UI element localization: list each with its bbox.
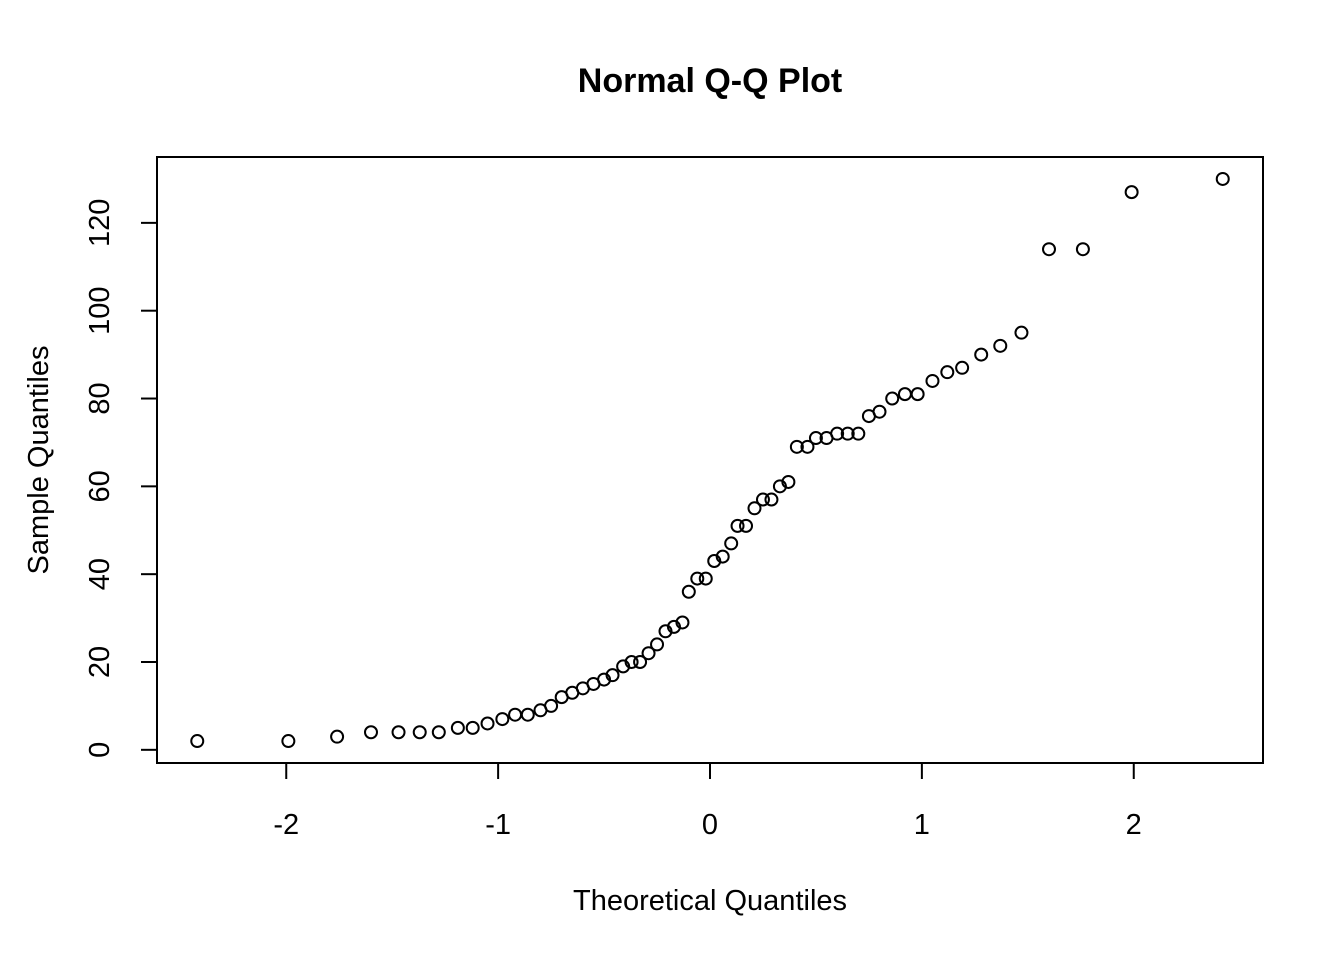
data-point [940,365,955,380]
data-point [1014,325,1029,340]
x-tick-label: -2 [273,809,299,841]
data-point [681,584,696,599]
data-point [730,518,745,533]
data-point [715,549,730,564]
data-point [281,734,296,749]
data-point [747,501,762,516]
x-tick-label: 1 [914,809,930,841]
chart-title: Normal Q-Q Plot [578,62,842,100]
x-tick-label: 0 [702,809,718,841]
data-point [897,387,912,402]
data-point [190,734,205,749]
data-point [781,474,796,489]
data-point [363,725,378,740]
data-point [910,387,925,402]
data-point [412,725,427,740]
data-point [851,426,866,441]
x-tick-label: -1 [485,809,511,841]
data-point [495,712,510,727]
y-tick-label: 120 [84,199,116,247]
y-axis-label: Sample Quantiles [23,346,55,575]
y-tick-label: 60 [84,470,116,502]
data-point [605,668,620,683]
data-point [450,720,465,735]
data-point [431,725,446,740]
data-point [330,729,345,744]
y-tick-label: 20 [84,646,116,678]
data-points [190,171,1230,749]
data-point [624,655,639,669]
data-point [508,707,523,722]
y-tick-label: 40 [84,558,116,590]
data-point [1075,242,1090,257]
data-point [633,655,648,669]
y-axis: 0 20 40 60 80 100 120 [84,199,158,758]
data-point [1124,185,1139,200]
data-point [391,725,406,740]
data-point [739,518,754,533]
data-point [544,698,559,713]
data-point [675,615,690,630]
data-point [885,391,900,406]
data-point [480,716,495,731]
plot-frame [156,156,1264,764]
data-point [993,338,1008,353]
data-point [724,536,739,551]
data-point [690,571,705,586]
data-point [789,439,804,454]
data-point [755,492,770,507]
data-point [1215,171,1230,186]
y-tick-label: 100 [84,287,116,335]
data-point [520,707,535,722]
data-point [955,360,970,375]
y-tick-label: 0 [84,742,116,758]
data-point [1042,242,1057,257]
data-point [698,571,713,586]
data-point [974,347,989,362]
data-point [872,404,887,419]
x-tick-label: 2 [1126,809,1142,841]
x-axis-label: Theoretical Quantiles [573,885,847,917]
data-point [465,720,480,735]
data-point [925,373,940,388]
data-point [800,439,815,454]
data-point [650,637,665,652]
data-point [764,492,779,507]
y-tick-label: 80 [84,382,116,414]
x-axis: -2 -1 0 1 2 [273,762,1142,841]
data-point [840,426,855,441]
data-point [830,426,845,441]
data-point [641,646,656,661]
data-point [808,431,823,446]
